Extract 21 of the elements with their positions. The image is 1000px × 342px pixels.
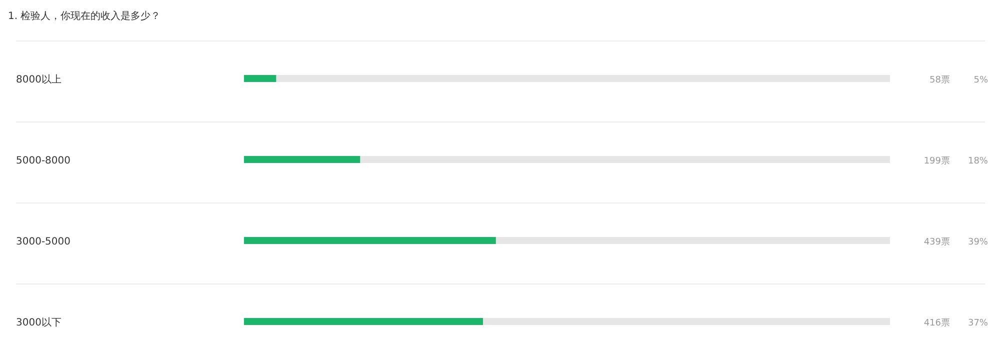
data-label: 18% [968,156,988,166]
text: 439票 [924,238,950,248]
text: 199票 [924,156,950,166]
bar [360,156,890,163]
y-tick-label: 3000以下 [16,316,62,328]
y-tick-label: 5000-8000 [16,156,71,166]
text: 58票 [930,76,950,86]
bar [276,75,890,82]
data-label: 39% [968,238,988,248]
bar [244,237,496,244]
bar [496,237,890,244]
data-label: 37% [968,318,988,328]
text: 416票 [924,318,950,328]
bar [244,318,484,325]
bar [483,318,890,325]
y-tick-label: 8000以上 [16,74,62,86]
bar [244,75,276,82]
text: 1. 检验人，你现在的收入是多少？ [8,10,161,22]
bar [244,156,360,163]
data-label: 5% [974,76,988,86]
y-tick-label: 3000-5000 [16,236,71,248]
